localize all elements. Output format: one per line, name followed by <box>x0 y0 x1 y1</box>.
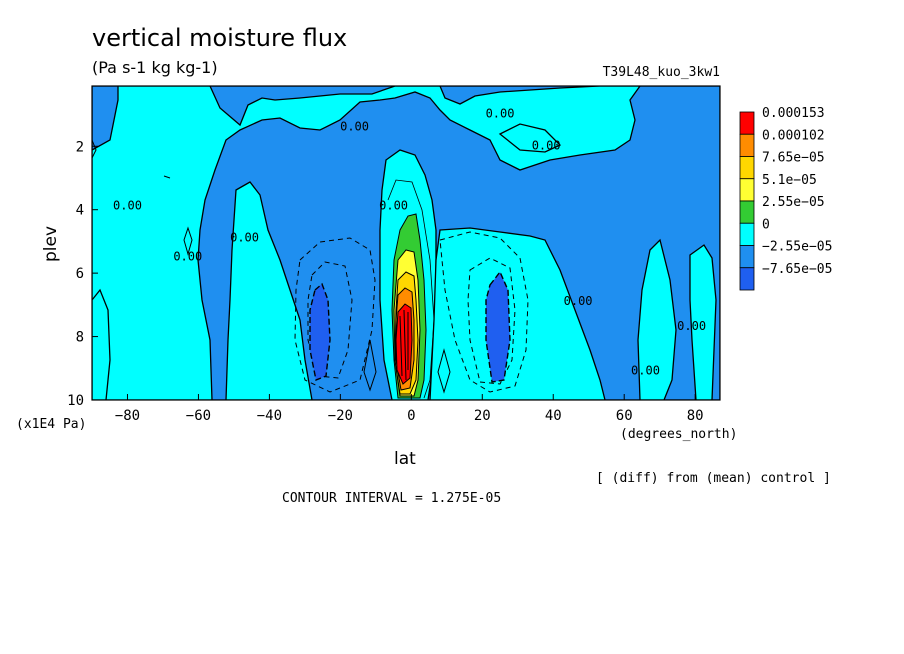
contour-label: 0.00 <box>230 230 259 244</box>
colorbar-swatch <box>739 133 755 157</box>
x-tick-label: 40 <box>545 408 562 424</box>
colorbar-label: 2.55e−05 <box>762 195 825 210</box>
x-axis-units: (degrees_north) <box>620 427 737 442</box>
x-tick-label: 60 <box>616 408 633 424</box>
colorbar-label: 0.000153 <box>762 106 825 121</box>
colorbar-swatch <box>739 111 755 135</box>
equatorial-maximum <box>387 179 435 399</box>
colorbar-swatch <box>739 156 755 180</box>
colorbar-swatch <box>739 178 755 202</box>
contour-label: 0.00 <box>631 364 660 378</box>
x-tick-label: −80 <box>115 408 140 424</box>
y-tick-label: 10 <box>67 393 84 409</box>
colorbar-label: −7.65e−05 <box>762 262 832 277</box>
y-tick-label: 4 <box>76 203 84 219</box>
colorbar-label: 5.1e−05 <box>762 173 817 188</box>
colorbar-label: 0.000102 <box>762 128 825 143</box>
chart-units: (Pa s-1 kg kg-1) <box>92 58 218 77</box>
contour-label: 0.00 <box>113 199 142 213</box>
contour-label: 0.00 <box>677 319 706 333</box>
contour-labels: 0.00 0.00 0.00 0.00 0.00 0.00 0.00 0.00 0.00 0.00 <box>113 107 706 378</box>
x-tick-label: −60 <box>186 408 211 424</box>
y-tick-label: 6 <box>76 266 84 282</box>
x-axis-ticks: −80 −60 −40 −20 0 20 40 60 80 <box>115 394 704 424</box>
colorbar-swatch <box>739 222 755 246</box>
chart-title: vertical moisture flux <box>92 24 347 52</box>
x-tick-label: 80 <box>687 408 704 424</box>
x-tick-label: −20 <box>328 408 353 424</box>
diamond-features <box>92 139 451 394</box>
colorbar-label: 7.65e−05 <box>762 151 825 166</box>
colorbar-swatch <box>739 245 755 269</box>
colorbar-swatch <box>739 200 755 224</box>
diff-note: [ (diff) from (mean) control ] <box>596 471 831 486</box>
x-axis-label: lat <box>394 449 416 469</box>
plot-frame <box>91 85 721 401</box>
north-subtropical-minimum <box>439 231 529 393</box>
y-tick-label: 8 <box>76 330 84 346</box>
y-axis-ticks: 2 4 6 8 10 <box>67 139 98 409</box>
y-axis-units: (x1E4 Pa) <box>16 417 86 432</box>
contour-label: 0.00 <box>532 138 561 152</box>
y-axis-label: plev <box>41 226 61 262</box>
contour-label: 0.00 <box>340 119 369 133</box>
plot-area: 0.00 0.00 0.00 0.00 0.00 0.00 0.00 0.00 0.00 0.00 <box>92 86 720 400</box>
x-tick-label: −40 <box>257 408 282 424</box>
run-name: T39L48_kuo_3kw1 <box>603 65 720 80</box>
contour-label: 0.00 <box>486 107 515 121</box>
south-subtropical-minimum <box>294 237 376 393</box>
colorbar-swatch <box>739 267 755 291</box>
contour-label: 0.00 <box>564 294 593 308</box>
x-tick-label: 20 <box>474 408 491 424</box>
colorbar: 0.000153 0.000102 7.65e−05 5.1e−05 2.55e−05 0… <box>739 106 832 291</box>
contour-label: 0.00 <box>379 199 408 213</box>
contour-label: 0.00 <box>173 249 202 263</box>
contour-interval: CONTOUR INTERVAL = 1.275E-05 <box>282 491 501 506</box>
x-tick-label: 0 <box>407 408 415 424</box>
colorbar-label: −2.55e−05 <box>762 240 832 255</box>
colorbar-label: 0 <box>762 217 770 232</box>
y-tick-label: 2 <box>76 139 84 155</box>
